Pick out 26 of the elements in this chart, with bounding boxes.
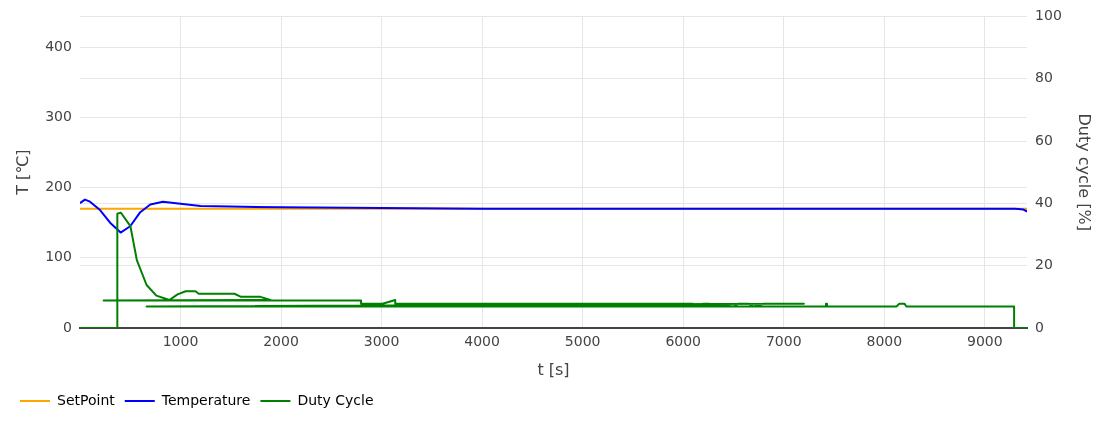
- y2-tick-label: 60: [1035, 131, 1053, 148]
- legend-label: Duty Cycle: [297, 391, 374, 408]
- y2-tick-label: 0: [1035, 318, 1044, 335]
- y-tick-label: 300: [45, 108, 72, 125]
- legend-label: Temperature: [160, 391, 251, 408]
- x-tick-label: 3000: [363, 333, 400, 350]
- x-tick-label: 9000: [967, 333, 1003, 350]
- x-tick-label: 2000: [263, 333, 299, 350]
- legend-label: SetPoint: [57, 391, 116, 408]
- y2-tick-label: 80: [1035, 69, 1053, 86]
- y-tick-label: 200: [45, 178, 72, 195]
- y-tick-label: 400: [45, 37, 72, 54]
- x-tick-label: 1000: [162, 333, 199, 350]
- y2-tick-label: 40: [1035, 194, 1053, 210]
- y2-tick-label: 100: [1035, 7, 1062, 24]
- y-tick-label: 0: [63, 318, 72, 335]
- x-axis-title: t [s]: [537, 359, 570, 379]
- x-tick-label: 7000: [765, 333, 802, 350]
- y2-tick-label: 20: [1035, 256, 1053, 273]
- y-tick-label: 100: [45, 248, 72, 265]
- x-tick-label: 5000: [564, 333, 601, 350]
- x-tick-label: 6000: [665, 333, 702, 350]
- x-tick-label: 8000: [866, 333, 903, 350]
- x-tick-label: 4000: [464, 333, 500, 350]
- y2-axis-title: Duty cycle [%]: [1075, 113, 1095, 231]
- y-axis-title: T [℃]: [12, 149, 32, 196]
